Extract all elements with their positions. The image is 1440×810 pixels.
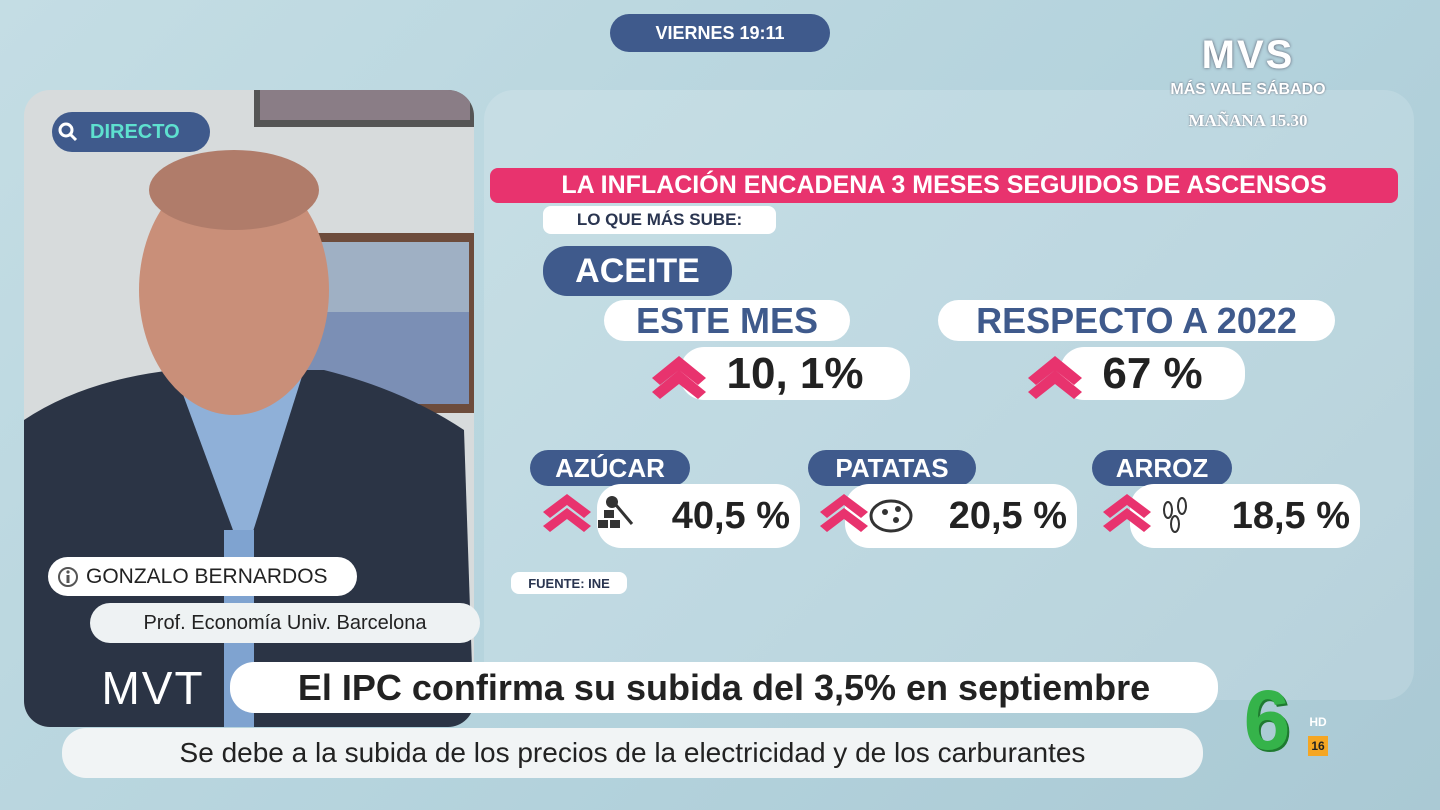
item-value: 18,5 % xyxy=(1130,484,1360,548)
guest-name: GONZALO BERNARDOS xyxy=(48,557,357,596)
infographic-title: LA INFLACIÓN ENCADENA 3 MESES SEGUIDOS D… xyxy=(490,168,1398,203)
item-label: AZÚCAR xyxy=(530,450,690,486)
item-label: ARROZ xyxy=(1092,450,1232,486)
age-rating: 16 xyxy=(1308,736,1328,756)
guest-role: Prof. Economía Univ. Barcelona xyxy=(90,603,480,643)
channel-quality: HD xyxy=(1309,715,1327,729)
item-value: 20,5 % xyxy=(845,484,1077,548)
infographic-subtitle: LO QUE MÁS SUBE: xyxy=(543,206,776,234)
clock: VIERNES 19:11 xyxy=(610,14,830,52)
stat-value: 10, 1% xyxy=(680,347,910,400)
item-value: 40,5 % xyxy=(597,484,800,548)
item-label: PATATAS xyxy=(808,450,976,486)
source: FUENTE: INE xyxy=(511,572,627,594)
live-tag: DIRECTO xyxy=(52,112,210,152)
stat-label: RESPECTO A 2022 xyxy=(938,300,1335,341)
headline: El IPC confirma su subida del 3,5% en se… xyxy=(230,662,1218,713)
stat-label: ESTE MES xyxy=(604,300,850,341)
logo-name: MÁS VALE SÁBADO xyxy=(1170,81,1326,98)
search-icon xyxy=(58,122,78,142)
channel-logo: 6 xyxy=(1243,672,1291,767)
main-item: ACEITE xyxy=(543,246,732,296)
stat-value: 67 % xyxy=(1060,347,1245,400)
logo-schedule: MAÑANA 15.30 xyxy=(1188,111,1308,130)
info-icon xyxy=(58,567,78,587)
subheadline: Se debe a la subida de los precios de la… xyxy=(62,728,1203,778)
program-logo: MVT xyxy=(101,662,205,714)
logo-brand: MVS xyxy=(1201,32,1295,77)
